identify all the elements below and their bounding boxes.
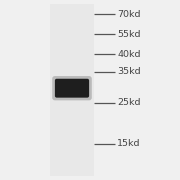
- FancyBboxPatch shape: [52, 76, 92, 100]
- Text: 70kd: 70kd: [117, 10, 141, 19]
- Text: 35kd: 35kd: [117, 68, 141, 76]
- Text: 55kd: 55kd: [117, 30, 141, 39]
- Text: 25kd: 25kd: [117, 98, 141, 107]
- FancyBboxPatch shape: [55, 79, 89, 98]
- Text: 15kd: 15kd: [117, 140, 141, 148]
- Text: 40kd: 40kd: [117, 50, 141, 59]
- Bar: [50, 4, 94, 176]
